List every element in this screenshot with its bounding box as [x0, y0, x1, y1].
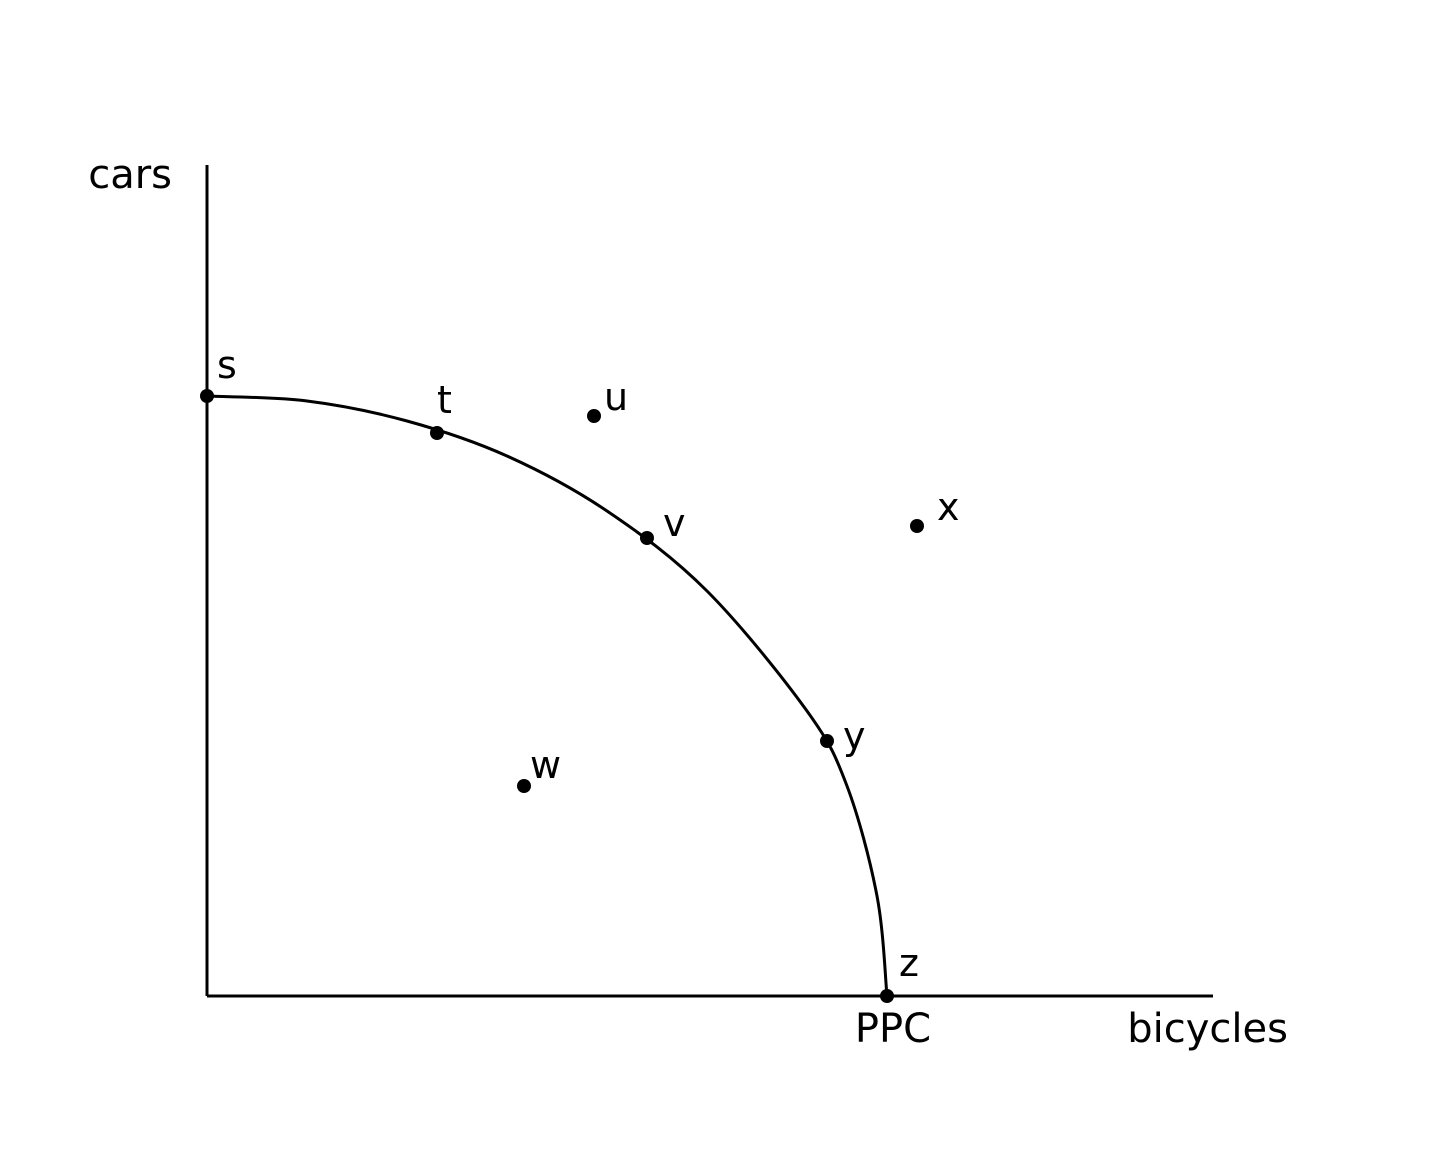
- x-axis-label: bicycles: [1127, 1006, 1288, 1052]
- points-layer: s t u v x y w z: [200, 343, 960, 1003]
- point-x: [910, 519, 924, 533]
- point-label-v: v: [663, 501, 686, 545]
- point-w: [517, 779, 531, 793]
- point-label-z: z: [899, 941, 919, 985]
- point-label-y: y: [843, 714, 866, 758]
- point-label-u: u: [604, 375, 628, 419]
- point-label-t: t: [437, 378, 452, 422]
- ppc-curve: [206, 394, 889, 997]
- point-u: [587, 409, 601, 423]
- ppc-curve-label: PPC: [855, 1006, 931, 1052]
- point-label-w: w: [530, 743, 561, 787]
- point-s: [200, 389, 214, 403]
- point-z: [880, 989, 894, 1003]
- point-y: [820, 734, 834, 748]
- point-v: [640, 531, 654, 545]
- y-axis-label: cars: [88, 152, 172, 198]
- point-label-x: x: [937, 485, 960, 529]
- point-t: [430, 426, 444, 440]
- point-label-s: s: [217, 343, 237, 387]
